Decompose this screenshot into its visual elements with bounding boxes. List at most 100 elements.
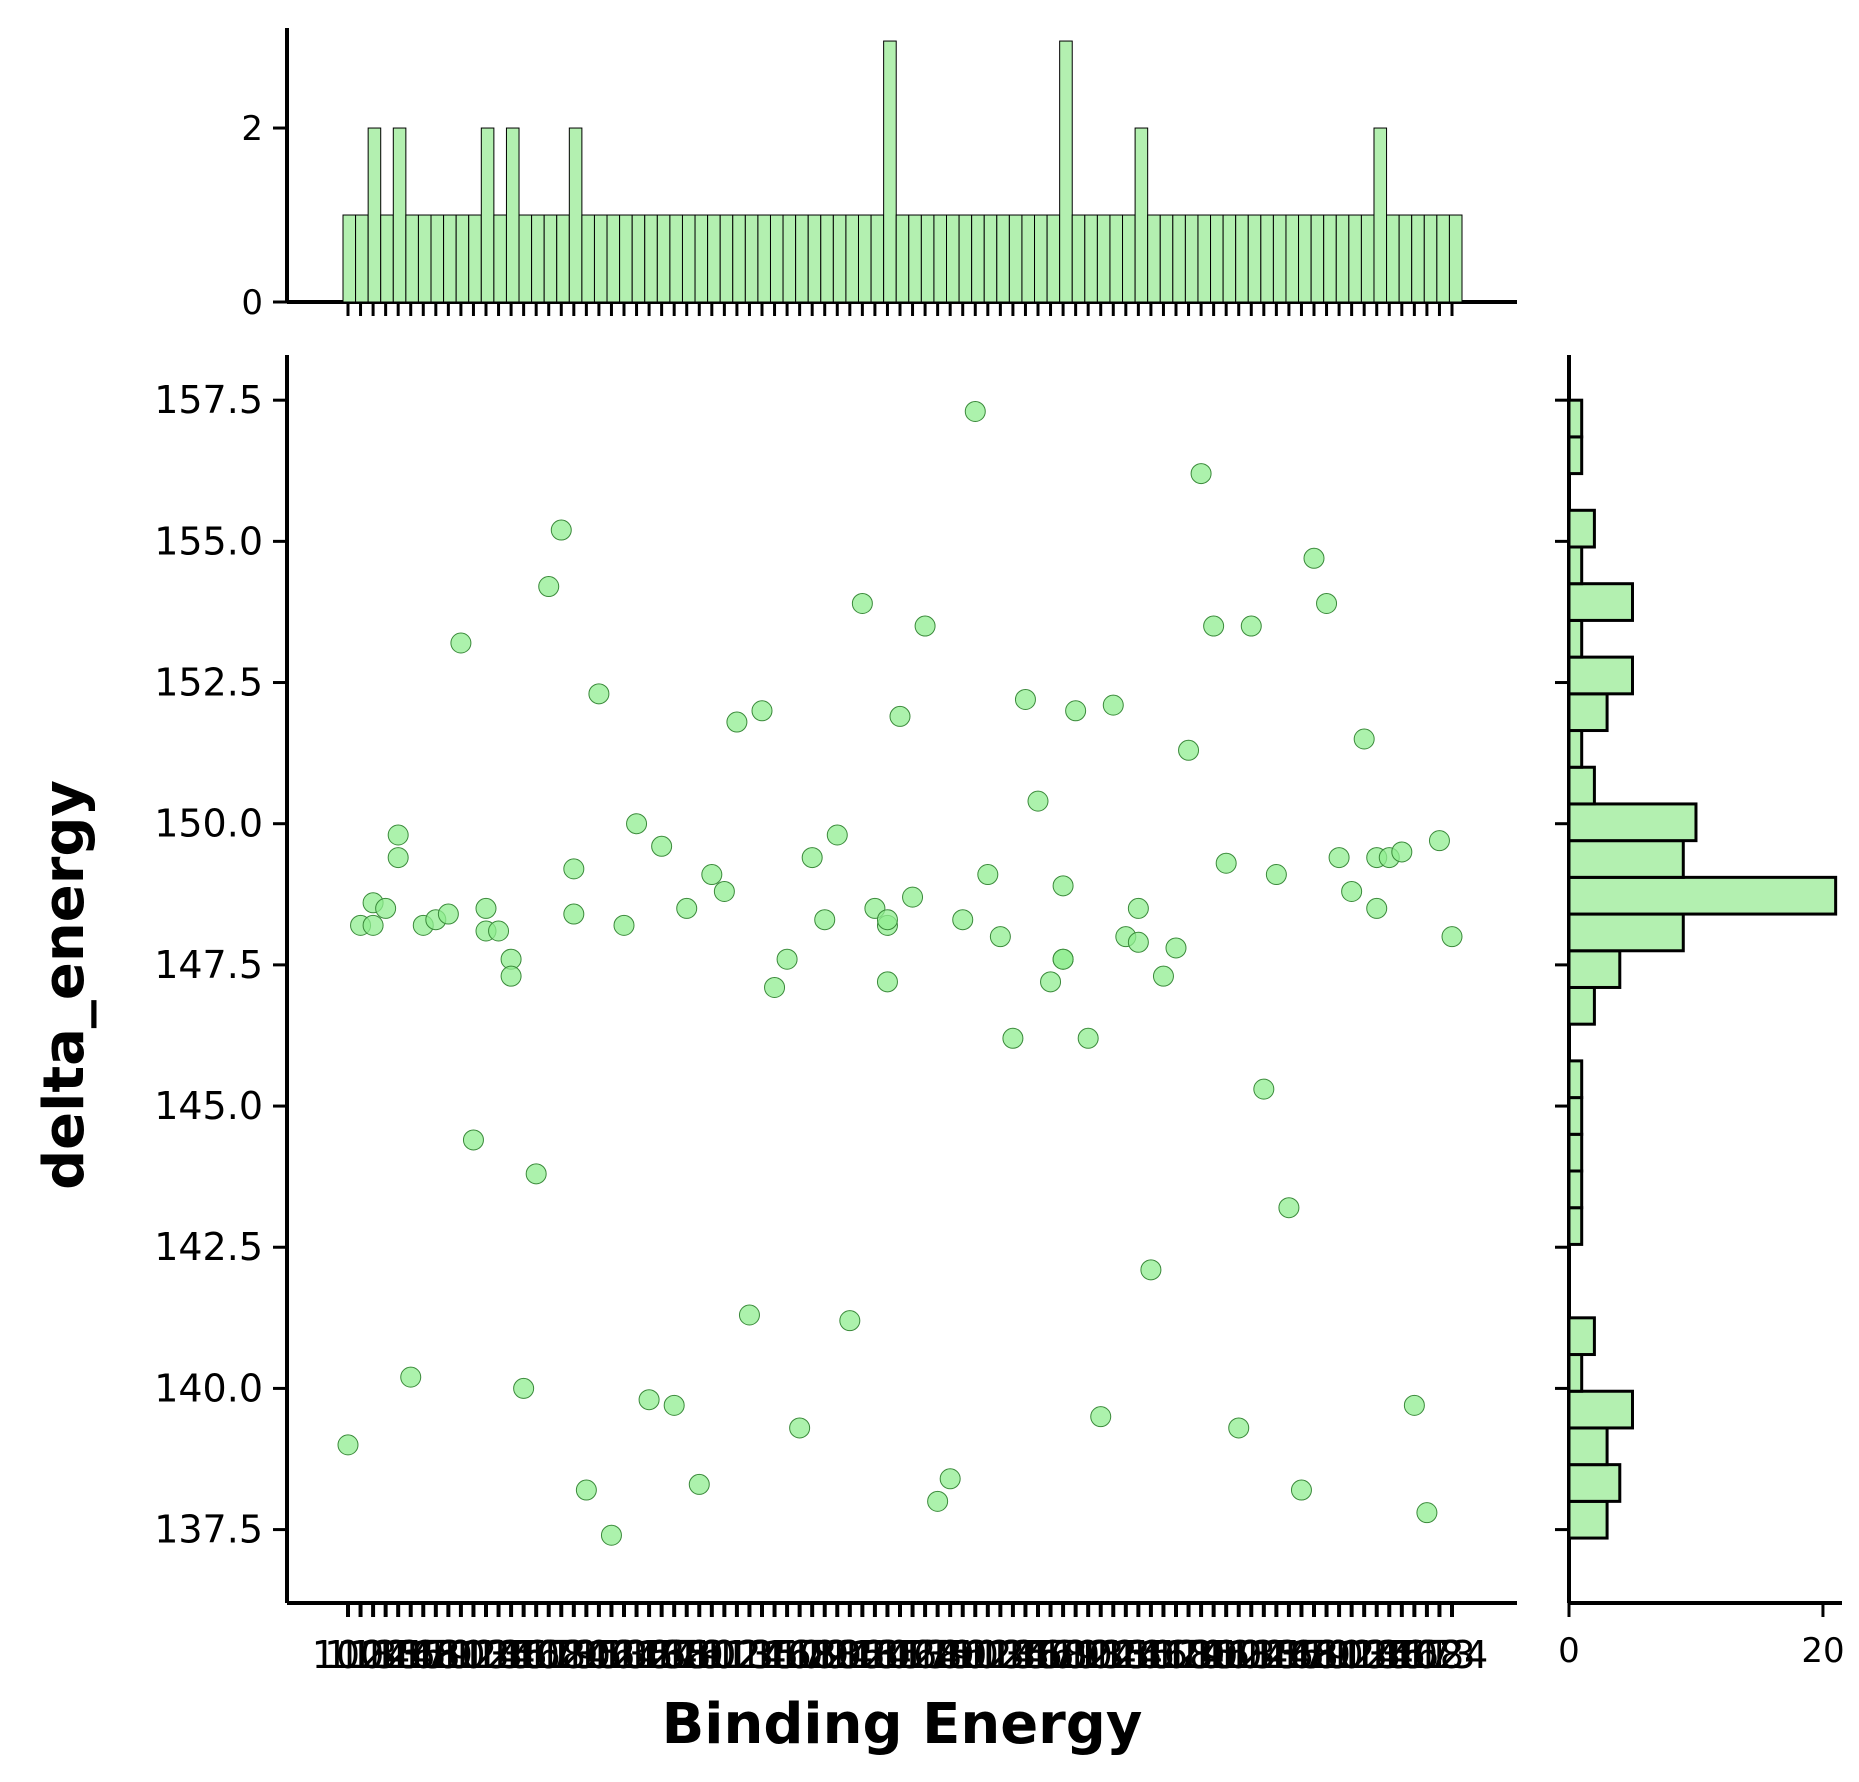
scatter-point [638, 1389, 660, 1411]
top-hist-bar [1247, 214, 1262, 303]
top-hist-bar [606, 214, 621, 303]
x-tick-label: 132 [600, 1633, 673, 1677]
x-tick-label: 152 [1127, 1633, 1200, 1677]
x-tick-label: 182 [1039, 1633, 1112, 1677]
x-tick-label: 140 [487, 1633, 560, 1677]
x-tick-label: 123 [964, 1633, 1037, 1677]
scatter-point [676, 897, 698, 919]
scatter-point [588, 683, 610, 705]
top-hist-bar [908, 214, 922, 303]
x-tick-label: 111 [1202, 1633, 1275, 1677]
scatter-point [462, 1129, 484, 1151]
scatter-point [1341, 880, 1363, 902]
scatter-point [613, 914, 635, 936]
scatter-point [814, 909, 836, 931]
scatter-point [1027, 790, 1049, 812]
scatter-point [1228, 1417, 1250, 1439]
scatter-point [1203, 615, 1225, 637]
x-tick-label: 163 [1140, 1633, 1213, 1677]
top-hist-bar [455, 214, 470, 303]
top-hist-y-tick-label: 0 [241, 283, 263, 323]
x-axis-title: Binding Energy [662, 1692, 1143, 1757]
x-tick-label: 143 [613, 1633, 686, 1677]
scatter-point [902, 886, 924, 908]
top-hist-bar [518, 214, 533, 303]
x-tick-label: 134 [977, 1633, 1050, 1677]
x-tick-label: 136 [1353, 1633, 1426, 1677]
top-hist-bar [1109, 214, 1124, 303]
x-tick-label: 114 [450, 1633, 523, 1677]
scatter-point [1190, 463, 1212, 485]
scatter-point [1065, 700, 1087, 722]
right-hist-bar [1567, 1426, 1609, 1467]
x-tick-label: 196 [1177, 1633, 1250, 1677]
top-hist-bar [1348, 214, 1362, 303]
top-hist-bar [1134, 127, 1149, 303]
x-tick-label: 155 [1253, 1633, 1326, 1677]
x-tick-label: 181 [1290, 1633, 1363, 1677]
right-hist-bar [1567, 618, 1584, 659]
scatter-point [989, 926, 1011, 948]
top-hist-bar [1436, 214, 1450, 303]
top-hist-bar [531, 214, 545, 303]
top-hist-bar [556, 214, 570, 303]
right-hist-bar [1567, 1059, 1584, 1100]
x-tick-label: 191 [676, 1633, 749, 1677]
scatter-point [1127, 931, 1149, 953]
top-hist-bar [631, 214, 646, 303]
x-tick-label: 194 [801, 1633, 874, 1677]
x-tick-label: 170 [1278, 1633, 1351, 1677]
right-hist-bar [1567, 545, 1584, 586]
right-hist-bar [1567, 802, 1698, 843]
x-tick-label: 193 [1052, 1633, 1125, 1677]
x-tick-label: 136 [475, 1633, 548, 1677]
x-tick-label: 144 [362, 1633, 435, 1677]
top-hist-bar [342, 214, 357, 303]
y-tick-label: 157.5 [154, 378, 263, 422]
x-tick-label: 114 [1328, 1633, 1401, 1677]
x-tick-label: 184 [538, 1633, 611, 1677]
y-tick-label: 150.0 [154, 802, 263, 846]
top-hist-bar [1448, 214, 1463, 303]
x-tick-label: 176 [650, 1633, 723, 1677]
right-hist-bar [1567, 692, 1609, 733]
x-tick-label: 162 [1391, 1633, 1464, 1677]
right-hist-bar [1567, 1316, 1596, 1357]
right-hist-bar [1567, 508, 1596, 549]
top-hist-bar [619, 214, 633, 303]
right-hist-bar [1567, 1096, 1584, 1136]
x-tick-label: 195 [550, 1633, 623, 1677]
top-hist-bar [996, 214, 1010, 303]
right-hist-bar [1567, 912, 1685, 953]
x-tick-label: 112 [952, 1633, 1025, 1677]
scatter-point [488, 920, 510, 942]
top-hist-bar [1235, 214, 1249, 303]
x-tick-label: 173 [525, 1633, 598, 1677]
top-hist-bar [1222, 214, 1237, 303]
x-tick-label: 166 [387, 1633, 460, 1677]
scatter-point [738, 1304, 760, 1326]
scatter-point [789, 1417, 811, 1439]
x-tick-label: 122 [1215, 1633, 1288, 1677]
scatter-point [1178, 739, 1200, 761]
scatter-point [663, 1394, 685, 1416]
scatter-point [1240, 615, 1262, 637]
scatter-point [1303, 547, 1325, 569]
scatter-point [1127, 897, 1149, 919]
scatter-point [688, 1473, 710, 1495]
x-tick-label: 106 [563, 1633, 636, 1677]
x-tick-label: 130 [1102, 1633, 1175, 1677]
x-tick-label: 181 [412, 1633, 485, 1677]
top-hist-bar [870, 214, 885, 303]
x-tick-label: 125 [462, 1633, 535, 1677]
x-tick-label: 186 [914, 1633, 987, 1677]
top-hist-bar [1386, 214, 1400, 303]
scatter-point [362, 914, 384, 936]
top-hist-bar [707, 214, 721, 303]
scatter-point [651, 835, 673, 857]
scatter-point [1278, 1197, 1300, 1219]
scatter-plot-area: 137.5 140.0 142.5 145.0 147.5 150.0 152.5 155.0… [154, 355, 1517, 1677]
top-hist-bar [430, 214, 445, 303]
top-hist-bar [807, 214, 822, 303]
top-hist-bar [568, 127, 583, 303]
